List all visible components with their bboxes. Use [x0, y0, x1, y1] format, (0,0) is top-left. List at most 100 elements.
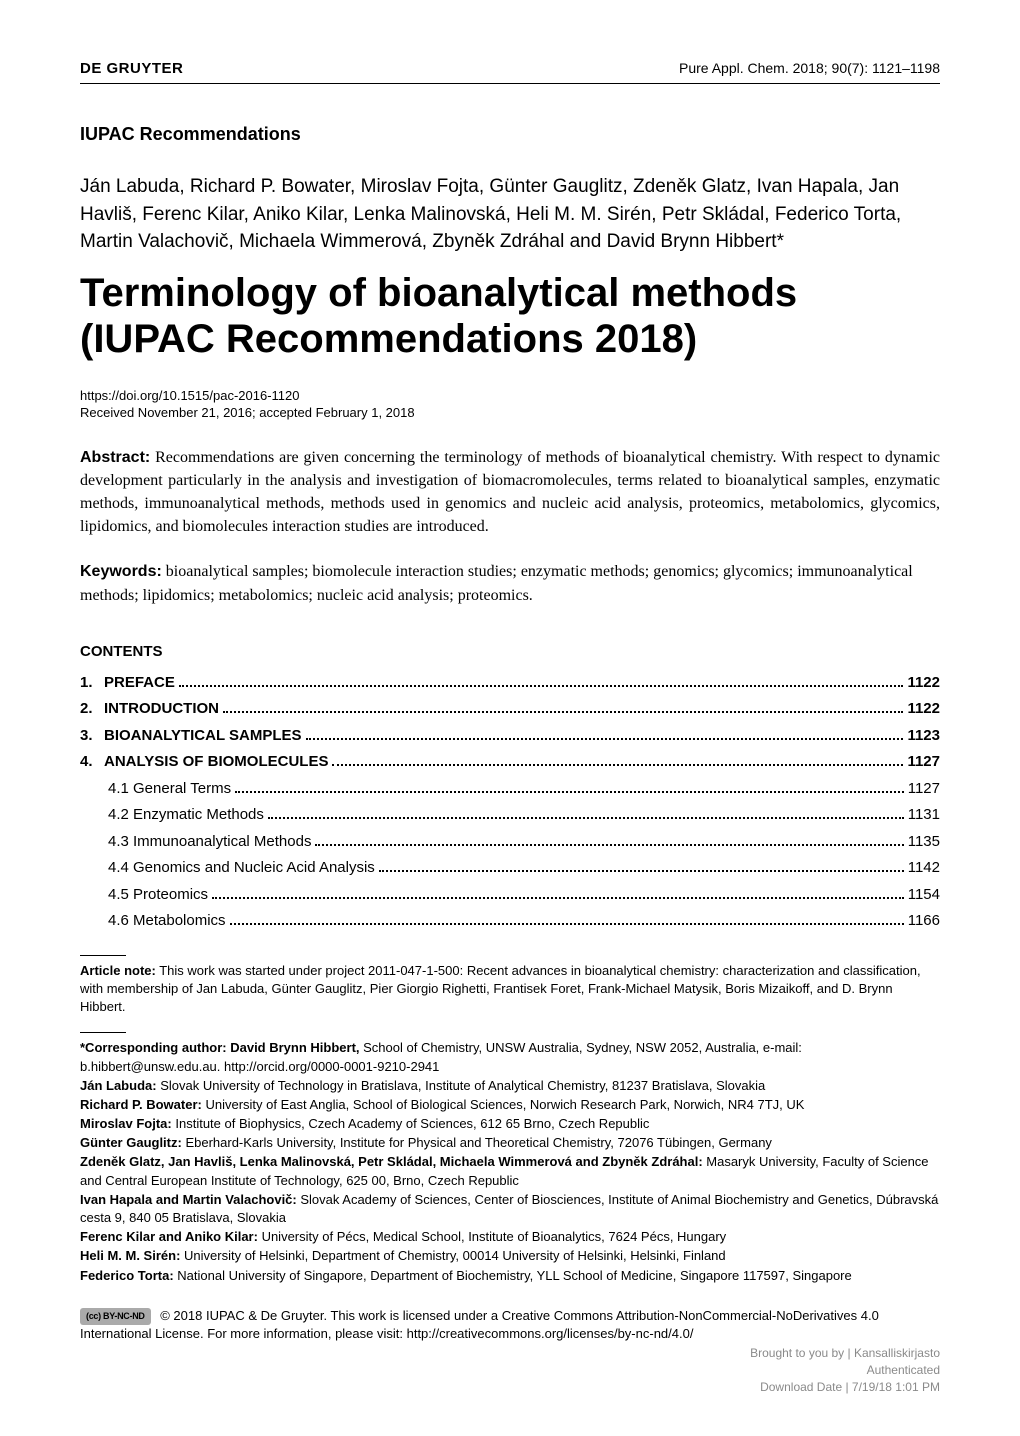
footer-line-1: Brought to you by | Kansalliskirjasto	[80, 1345, 940, 1362]
toc-sub-label: 4.1 General Terms	[80, 778, 231, 801]
toc-dots	[235, 791, 904, 793]
divider-short	[80, 1032, 126, 1033]
footer-line-3: Download Date | 7/19/18 1:01 PM	[80, 1379, 940, 1396]
footer-line-2: Authenticated	[80, 1362, 940, 1379]
license-row: (cc) BY-NC-ND © 2018 IUPAC & De Gruyter.…	[80, 1307, 940, 1343]
license-text: © 2018 IUPAC & De Gruyter. This work is …	[80, 1308, 879, 1341]
toc-page: 1166	[908, 910, 940, 933]
toc-dots	[179, 685, 904, 687]
affiliation-line: Federico Torta: National University of S…	[80, 1267, 940, 1285]
toc-page: 1122	[907, 672, 940, 695]
divider-short	[80, 955, 126, 956]
affiliation-name: Ján Labuda:	[80, 1078, 157, 1093]
received-accepted-dates: Received November 21, 2016; accepted Feb…	[80, 405, 940, 420]
toc-label: BIOANALYTICAL SAMPLES	[104, 725, 302, 748]
toc-sub-label: 4.3 Immunoanalytical Methods	[80, 831, 311, 854]
affiliation-name: Richard P. Bowater:	[80, 1097, 202, 1112]
affiliations-block: *Corresponding author: David Brynn Hibbe…	[80, 1039, 940, 1284]
keywords-text: bioanalytical samples; biomolecule inter…	[80, 563, 913, 603]
toc-page: 1123	[907, 725, 940, 748]
toc-dots	[379, 870, 904, 872]
header-row: DE GRUYTER Pure Appl. Chem. 2018; 90(7):…	[80, 60, 940, 84]
affiliation-name: Ferenc Kilar and Aniko Kilar:	[80, 1229, 258, 1244]
affiliation-name: Federico Torta:	[80, 1268, 174, 1283]
toc-dots	[306, 738, 904, 740]
toc-dots	[230, 923, 904, 925]
article-title: Terminology of bioanalytical methods (IU…	[80, 270, 940, 362]
keywords-label: Keywords:	[80, 563, 162, 580]
journal-reference: Pure Appl. Chem. 2018; 90(7): 1121–1198	[679, 60, 940, 77]
toc-page: 1135	[908, 831, 940, 854]
toc-number: 2.	[80, 698, 104, 721]
affiliation-line: Ján Labuda: Slovak University of Technol…	[80, 1077, 940, 1095]
affiliation-text: Slovak University of Technology in Brati…	[157, 1078, 766, 1093]
abstract-text: Recommendations are given concerning the…	[80, 449, 940, 536]
section-label: IUPAC Recommendations	[80, 124, 940, 145]
affiliation-text: University of Helsinki, Department of Ch…	[180, 1248, 725, 1263]
affiliation-name: Ivan Hapala and Martin Valachovič:	[80, 1192, 297, 1207]
toc-row: 4.4 Genomics and Nucleic Acid Analysis 11…	[80, 857, 940, 880]
affiliation-line: Ivan Hapala and Martin Valachovič: Slova…	[80, 1191, 940, 1227]
toc-row: 3.BIOANALYTICAL SAMPLES 1123	[80, 725, 940, 748]
footer-metadata: Brought to you by | Kansalliskirjasto Au…	[80, 1345, 940, 1395]
toc-sub-label: 4.4 Genomics and Nucleic Acid Analysis	[80, 857, 375, 880]
authors-list: Ján Labuda, Richard P. Bowater, Miroslav…	[80, 173, 940, 256]
toc-page: 1131	[908, 804, 940, 827]
abstract-paragraph: Abstract: Recommendations are given conc…	[80, 446, 940, 539]
affiliation-text: Institute of Biophysics, Czech Academy o…	[172, 1116, 650, 1131]
article-note-text: This work was started under project 2011…	[80, 963, 921, 1014]
toc-dots	[223, 711, 903, 713]
affiliation-text: Eberhard-Karls University, Institute for…	[182, 1135, 772, 1150]
toc-row: 4.3 Immunoanalytical Methods 1135	[80, 831, 940, 854]
affiliation-line: Ferenc Kilar and Aniko Kilar: University…	[80, 1228, 940, 1246]
toc-sub-label: 4.6 Metabolomics	[80, 910, 226, 933]
toc-label: PREFACE	[104, 672, 175, 695]
toc-row: 4.ANALYSIS OF BIOMOLECULES 1127	[80, 751, 940, 774]
affiliation-line: *Corresponding author: David Brynn Hibbe…	[80, 1039, 940, 1075]
abstract-label: Abstract:	[80, 449, 150, 466]
table-of-contents: 1.PREFACE 11222.INTRODUCTION 11223.BIOAN…	[80, 672, 940, 933]
toc-row: 2.INTRODUCTION 1122	[80, 698, 940, 721]
toc-sub-label: 4.2 Enzymatic Methods	[80, 804, 264, 827]
toc-row: 4.6 Metabolomics 1166	[80, 910, 940, 933]
toc-row: 1.PREFACE 1122	[80, 672, 940, 695]
toc-row: 4.5 Proteomics 1154	[80, 884, 940, 907]
doi-link[interactable]: https://doi.org/10.1515/pac-2016-1120	[80, 388, 940, 403]
affiliation-name: Miroslav Fojta:	[80, 1116, 172, 1131]
publisher-label: DE GRUYTER	[80, 60, 183, 77]
affiliation-line: Günter Gauglitz: Eberhard-Karls Universi…	[80, 1134, 940, 1152]
toc-dots	[212, 897, 904, 899]
affiliation-name: Heli M. M. Sirén:	[80, 1248, 180, 1263]
toc-number: 1.	[80, 672, 104, 695]
toc-row: 4.2 Enzymatic Methods 1131	[80, 804, 940, 827]
toc-label: INTRODUCTION	[104, 698, 219, 721]
affiliation-line: Miroslav Fojta: Institute of Biophysics,…	[80, 1115, 940, 1133]
affiliation-text: National University of Singapore, Depart…	[174, 1268, 852, 1283]
affiliation-name: Zdeněk Glatz, Jan Havliš, Lenka Malinovs…	[80, 1154, 703, 1169]
toc-label: ANALYSIS OF BIOMOLECULES	[104, 751, 328, 774]
toc-page: 1154	[908, 884, 940, 907]
toc-number: 3.	[80, 725, 104, 748]
toc-sub-label: 4.5 Proteomics	[80, 884, 208, 907]
toc-dots	[332, 764, 903, 766]
keywords-paragraph: Keywords: bioanalytical samples; biomole…	[80, 560, 940, 606]
affiliation-line: Heli M. M. Sirén: University of Helsinki…	[80, 1247, 940, 1265]
toc-page: 1122	[907, 698, 940, 721]
article-note: Article note: This work was started unde…	[80, 962, 940, 1017]
cc-badge-icon: (cc) BY-NC-ND	[80, 1308, 151, 1325]
affiliation-name: Günter Gauglitz:	[80, 1135, 182, 1150]
toc-dots	[315, 844, 903, 846]
toc-row: 4.1 General Terms 1127	[80, 778, 940, 801]
toc-page: 1142	[908, 857, 940, 880]
affiliation-line: Richard P. Bowater: University of East A…	[80, 1096, 940, 1114]
affiliation-line: Zdeněk Glatz, Jan Havliš, Lenka Malinovs…	[80, 1153, 940, 1189]
toc-dots	[268, 817, 904, 819]
toc-page: 1127	[907, 751, 940, 774]
affiliation-text: University of East Anglia, School of Bio…	[202, 1097, 805, 1112]
affiliation-name: *Corresponding author: David Brynn Hibbe…	[80, 1040, 360, 1055]
article-note-label: Article note:	[80, 963, 156, 978]
contents-heading: CONTENTS	[80, 643, 940, 660]
affiliation-text: University of Pécs, Medical School, Inst…	[258, 1229, 726, 1244]
toc-page: 1127	[908, 778, 940, 801]
toc-number: 4.	[80, 751, 104, 774]
